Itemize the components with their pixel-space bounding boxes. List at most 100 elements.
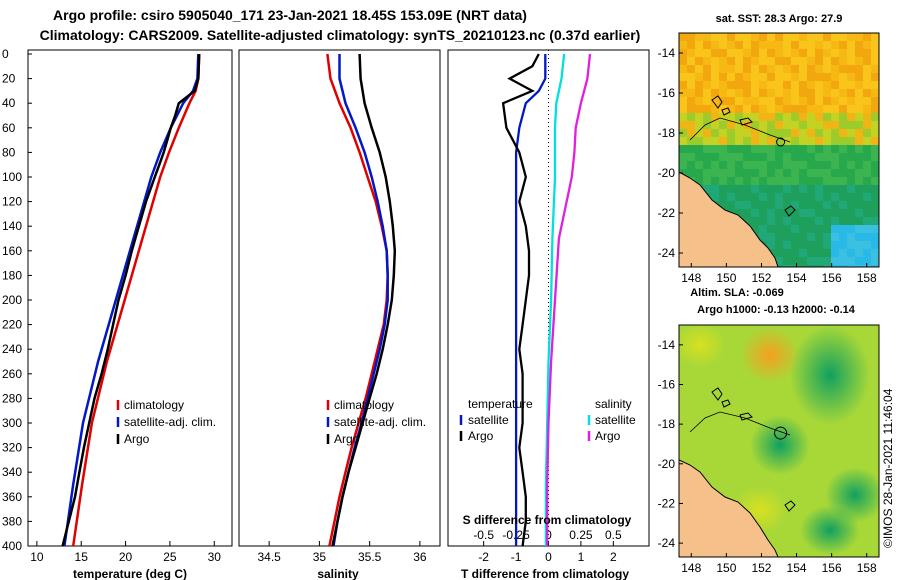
sst-pixel — [823, 73, 831, 81]
sst-pixel — [831, 225, 839, 233]
sst-pixel — [759, 89, 767, 97]
sst-pixel — [735, 65, 743, 73]
sst-pixel — [775, 97, 783, 105]
sst-reefs — [711, 95, 753, 126]
sst-pixel — [863, 169, 871, 177]
sst-pixel — [695, 121, 703, 129]
sst-pixel — [735, 57, 743, 65]
sst-pixel — [775, 153, 783, 161]
sst-pixel — [831, 209, 839, 217]
sst-pixel — [703, 169, 711, 177]
sst-pixel — [695, 145, 703, 153]
sst-pixel — [807, 145, 815, 153]
sst-pixel — [863, 49, 871, 57]
map-y-tick-label: -16 — [658, 86, 676, 100]
sst-pixel — [863, 153, 871, 161]
sst-pixel — [807, 33, 815, 41]
depth-tick-label: 220 — [2, 318, 22, 332]
sst-pixel — [767, 121, 775, 129]
sst-pixel — [863, 217, 871, 225]
sst-pixel — [767, 185, 775, 193]
map-y-tick-label: -20 — [658, 166, 676, 180]
sst-pixel — [855, 201, 863, 209]
depth-tick-label: 60 — [2, 121, 16, 135]
sst-pixel — [751, 105, 759, 113]
sst-pixel — [767, 233, 775, 241]
sst-pixel — [839, 257, 847, 265]
sst-pixel — [823, 121, 831, 129]
sst-pixel — [759, 225, 767, 233]
sst-pixel — [791, 257, 799, 265]
legend-salinity-title: salinity — [595, 397, 632, 411]
sst-pixel — [711, 113, 719, 121]
sst-pixel — [799, 49, 807, 57]
sst-pixel — [735, 49, 743, 57]
map-y-tick-label: -14 — [658, 46, 676, 60]
sst-pixel — [847, 153, 855, 161]
sst-pixel — [767, 169, 775, 177]
sst-pixel — [767, 161, 775, 169]
sst-pixel — [679, 73, 687, 81]
sst-pixel — [823, 65, 831, 73]
map-y-tick-label: -16 — [658, 377, 676, 391]
sst-pixel — [719, 33, 727, 41]
sst-pixel — [719, 177, 727, 185]
sst-pixel — [871, 257, 879, 265]
sst-pixel — [703, 161, 711, 169]
sst-pixel — [767, 137, 775, 145]
sst-map-x-axis: 148 150 152 154 156 158 — [681, 263, 877, 285]
legend-t-satellite-label: satellite — [468, 413, 509, 427]
sst-pixel — [719, 81, 727, 89]
sst-pixel — [831, 161, 839, 169]
sst-pixel — [783, 177, 791, 185]
sst-pixel — [783, 257, 791, 265]
map-x-tick-label: 152 — [751, 271, 771, 285]
sst-pixel — [743, 81, 751, 89]
difference-panel: -2 -1 0 1 2 -0.5 -0.25 0 0.25 0.5 S difference f… — [447, 49, 650, 580]
sst-pixel — [815, 241, 823, 249]
sst-pixel — [839, 33, 847, 41]
sst-pixel — [815, 217, 823, 225]
depth-tick-label: 260 — [2, 367, 22, 381]
sst-pixel — [711, 81, 719, 89]
sst-pixel — [767, 201, 775, 209]
depth-tick-label: 200 — [2, 293, 22, 307]
sst-pixel — [847, 137, 855, 145]
sst-pixel — [743, 161, 751, 169]
sst-pixel — [759, 145, 767, 153]
sst-pixel — [871, 121, 879, 129]
sst-pixel — [775, 169, 783, 177]
sst-pixel — [743, 113, 751, 121]
sst-pixel — [735, 137, 743, 145]
sst-pixel — [775, 201, 783, 209]
sst-pixel — [759, 57, 767, 65]
sst-pixel — [831, 73, 839, 81]
sst-pixel — [783, 129, 791, 137]
sst-pixel — [743, 145, 751, 153]
sst-pixel — [791, 121, 799, 129]
s-tick-label: -0.5 — [473, 528, 494, 542]
sst-pixel — [839, 153, 847, 161]
sst-pixel — [791, 201, 799, 209]
sst-pixel — [815, 49, 823, 57]
sst-pixel — [839, 265, 847, 267]
sst-pixel — [751, 57, 759, 65]
sst-pixel — [759, 121, 767, 129]
sst-pixel — [743, 97, 751, 105]
sst-pixel — [799, 209, 807, 217]
sst-pixel — [871, 241, 879, 249]
sst-pixel — [807, 233, 815, 241]
sst-pixel — [871, 33, 879, 41]
sst-pixel — [759, 233, 767, 241]
sst-pixel — [783, 97, 791, 105]
sst-pixel — [823, 257, 831, 265]
sst-pixel — [839, 185, 847, 193]
sst-pixel — [831, 33, 839, 41]
sst-pixel — [847, 201, 855, 209]
depth-tick-label: 100 — [2, 170, 22, 184]
depth-tick-label: 40 — [2, 96, 16, 110]
sst-pixel — [799, 265, 807, 267]
sst-pixel — [799, 105, 807, 113]
depth-tick-label: 140 — [2, 219, 22, 233]
sst-pixel — [775, 185, 783, 193]
